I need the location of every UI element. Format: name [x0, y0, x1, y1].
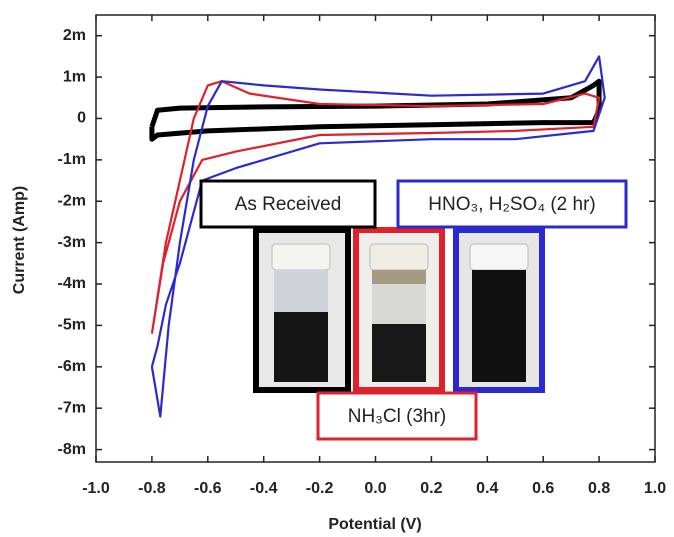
x-tick-label: 0.0: [364, 480, 386, 497]
y-tick-label: -4m: [58, 275, 86, 292]
y-tick-label: -6m: [58, 358, 86, 375]
legend-label: NH₃Cl (3hr): [348, 406, 447, 427]
x-tick-label: -0.8: [138, 480, 166, 497]
x-tick-label: -0.2: [306, 480, 334, 497]
x-tick-label: 0.8: [588, 480, 610, 497]
y-axis-title: Current (Amp): [11, 186, 28, 294]
x-axis-title: Potential (V): [328, 516, 421, 533]
series-line: [149, 78, 602, 142]
y-tick-label: -7m: [58, 399, 86, 416]
y-tick-label: -1m: [58, 151, 86, 168]
x-tick-label: -0.4: [250, 480, 278, 497]
y-tick-label: 2m: [63, 27, 86, 44]
y-tick-label: -3m: [58, 234, 86, 251]
y-tick-label: -2m: [58, 192, 86, 209]
y-tick-label: 0: [77, 110, 86, 127]
x-tick-label: 0.6: [532, 480, 554, 497]
x-tick-label: -0.6: [194, 480, 222, 497]
vial-photos: [253, 227, 545, 393]
legend-box: [199, 179, 377, 229]
x-tick-label: 1.0: [644, 480, 666, 497]
y-tick-label: -5m: [58, 317, 86, 334]
legend-box: [396, 179, 628, 229]
x-tick-label: 0.2: [420, 480, 442, 497]
legend-label: HNO₃, H₂SO₄ (2 hr): [428, 194, 596, 215]
y-tick-label: 1m: [63, 68, 86, 85]
x-tick-label: -1.0: [82, 480, 110, 497]
x-tick-label: 0.4: [476, 480, 498, 497]
series-line: [150, 80, 601, 334]
legend-box: [316, 391, 478, 441]
series-line: [150, 55, 606, 418]
y-tick-label: -8m: [58, 441, 86, 458]
legend-label: As Received: [235, 194, 342, 215]
